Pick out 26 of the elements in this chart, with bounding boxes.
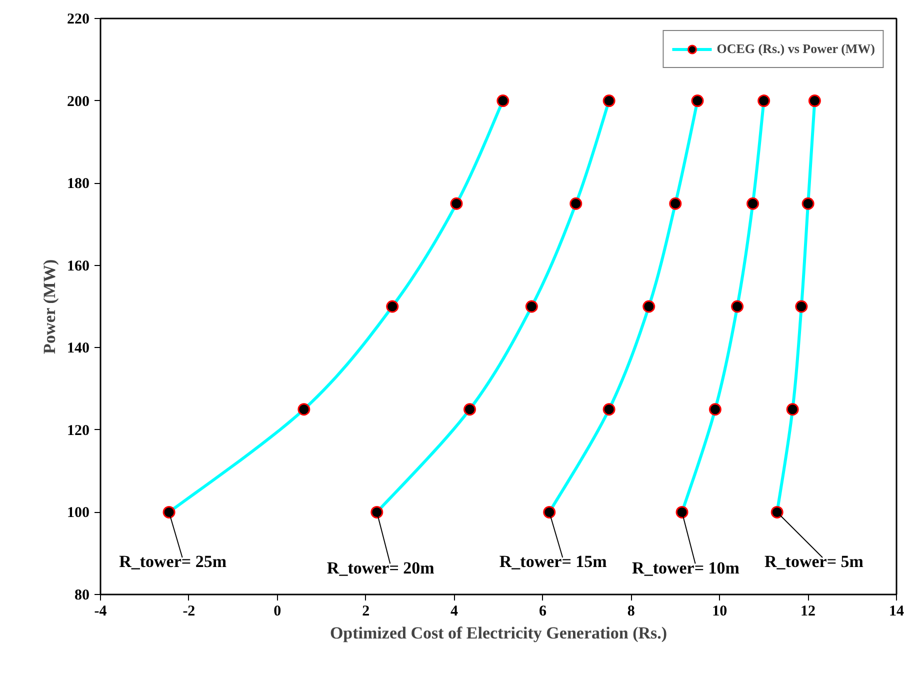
y-tick-label: 180 [67, 176, 90, 192]
y-tick-label: 200 [67, 94, 90, 110]
legend-label: OCEG (Rs.) vs Power (MW) [716, 41, 875, 57]
x-tick-label: 10 [712, 604, 728, 620]
y-tick-label: 100 [67, 505, 90, 522]
annotation: R_tower= 15m [499, 552, 607, 572]
x-tick-label: 4 [450, 604, 459, 620]
x-tick-label: 14 [889, 604, 904, 620]
annotation: R_tower= 25m [119, 552, 226, 572]
annotation: R_tower= 20m [326, 558, 434, 578]
x-tick-label: -4 [94, 604, 108, 620]
y-tick-label: 80 [74, 588, 90, 604]
x-axis-title: Optimized Cost of Electricity Generation (Rs.) [330, 624, 668, 642]
annotation: R_tower= 5m [764, 552, 864, 572]
annotation: R_tower= 10m [632, 558, 740, 578]
x-tick-label: 6 [538, 604, 547, 620]
y-tick-label: 140 [67, 340, 90, 357]
x-tick-label: 0 [274, 604, 282, 620]
y-tick-label: 120 [67, 422, 90, 439]
y-tick-label: 220 [67, 12, 90, 28]
y-axis-title: Power (MW) [40, 259, 59, 354]
x-tick-label: 8 [627, 604, 635, 620]
x-tick-label: 2 [362, 604, 370, 620]
y-tick-label: 160 [67, 258, 90, 274]
x-tick-label: -2 [182, 604, 196, 620]
x-tick-label: 12 [800, 604, 816, 620]
